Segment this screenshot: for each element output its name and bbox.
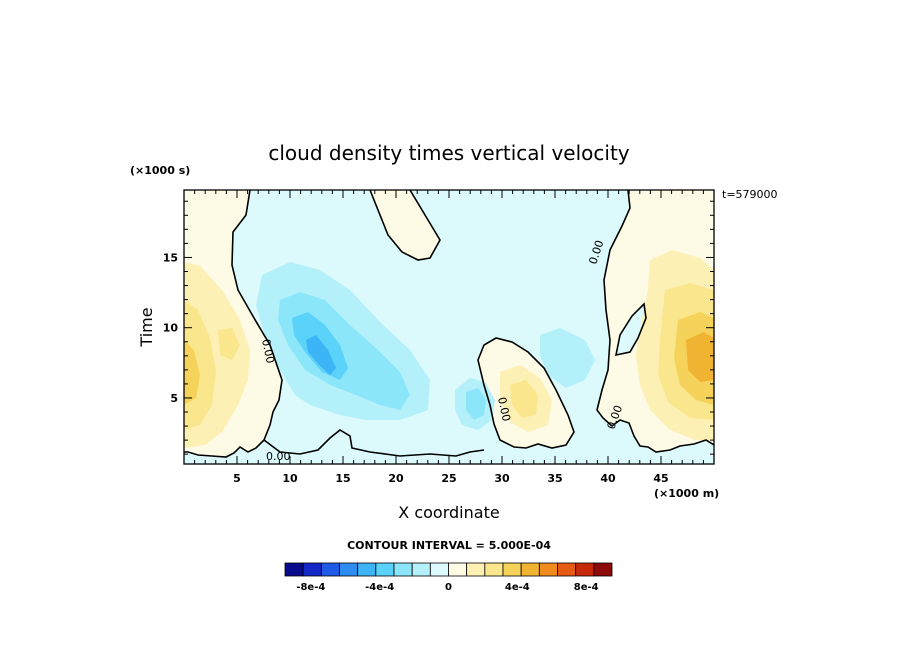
pos-mid-2 [510,380,538,418]
plot-area: 0.00 0.00 0.00 0.00 0.00 [183,189,715,465]
colorbar-swatch [411,562,431,577]
colorbar-tick-label: -8e-4 [296,582,325,593]
colorbar-swatch [375,562,395,577]
colorbar-swatch [302,562,322,577]
x-tick-label: 5 [233,472,241,485]
y-unit-label: (×1000 s) [130,164,190,177]
colorbar-swatch [502,562,522,577]
colorbar-swatch [284,562,304,577]
x-tick-label: 20 [388,472,404,485]
neg-shade-1c [540,328,595,388]
contour-label-left: 0.00 [259,338,277,365]
x-unit-label: (×1000 m) [654,487,719,500]
neg-shade-2b [466,388,486,420]
colorbar-swatch [557,562,577,577]
y-axis-label: Time [137,307,156,347]
pos-right-4 [686,332,714,382]
y-axis-ticks: 5 10 15 [163,200,714,455]
colorbar-swatch [429,562,449,577]
colorbar-swatch [393,562,413,577]
zero-contours [184,190,714,458]
x-axis-label: X coordinate [398,503,499,522]
contour-interval-text: CONTOUR INTERVAL = 5.000E-04 [347,539,551,552]
colorbar-swatch [466,562,486,577]
colorbar-swatch [593,562,613,577]
colorbar-swatch [357,562,377,577]
colorbar: -8e-4 -4e-4 0 4e-4 8e-4 [284,562,613,593]
colorbar-tick-label: 0 [445,582,452,593]
colorbar-swatch [538,562,558,577]
colorbar-swatch [520,562,540,577]
x-axis-ticks: 5 10 15 20 25 30 35 40 45 [194,190,704,485]
y-tick-label: 15 [163,251,178,264]
chart-title: cloud density times vertical velocity [268,141,629,165]
x-tick-label: 30 [494,472,510,485]
contour-label-mid: 0.00 [495,396,513,423]
x-tick-label: 35 [547,472,562,485]
colorbar-swatch [575,562,595,577]
y-tick-label: 5 [170,392,178,405]
colorbar-swatch [339,562,359,577]
corner-label: t=579000 [722,188,778,201]
closed-loop [616,304,646,355]
colorbar-swatch [320,562,340,577]
x-tick-label: 15 [335,472,350,485]
y-tick-label: 10 [163,322,179,335]
colorbar-tick-label: 8e-4 [574,582,599,593]
x-tick-label: 45 [653,472,668,485]
neg-shade-4 [306,335,336,375]
colorbar-tick-label: -4e-4 [365,582,394,593]
x-tick-label: 10 [282,472,298,485]
colorbar-tick-label: 4e-4 [505,582,530,593]
pos-left-4 [218,328,240,360]
colorbar-swatch [484,562,504,577]
x-tick-label: 25 [441,472,456,485]
colorbar-swatch [448,562,468,577]
x-tick-label: 40 [600,472,616,485]
contour-label-bottom: 0.00 [266,450,291,463]
